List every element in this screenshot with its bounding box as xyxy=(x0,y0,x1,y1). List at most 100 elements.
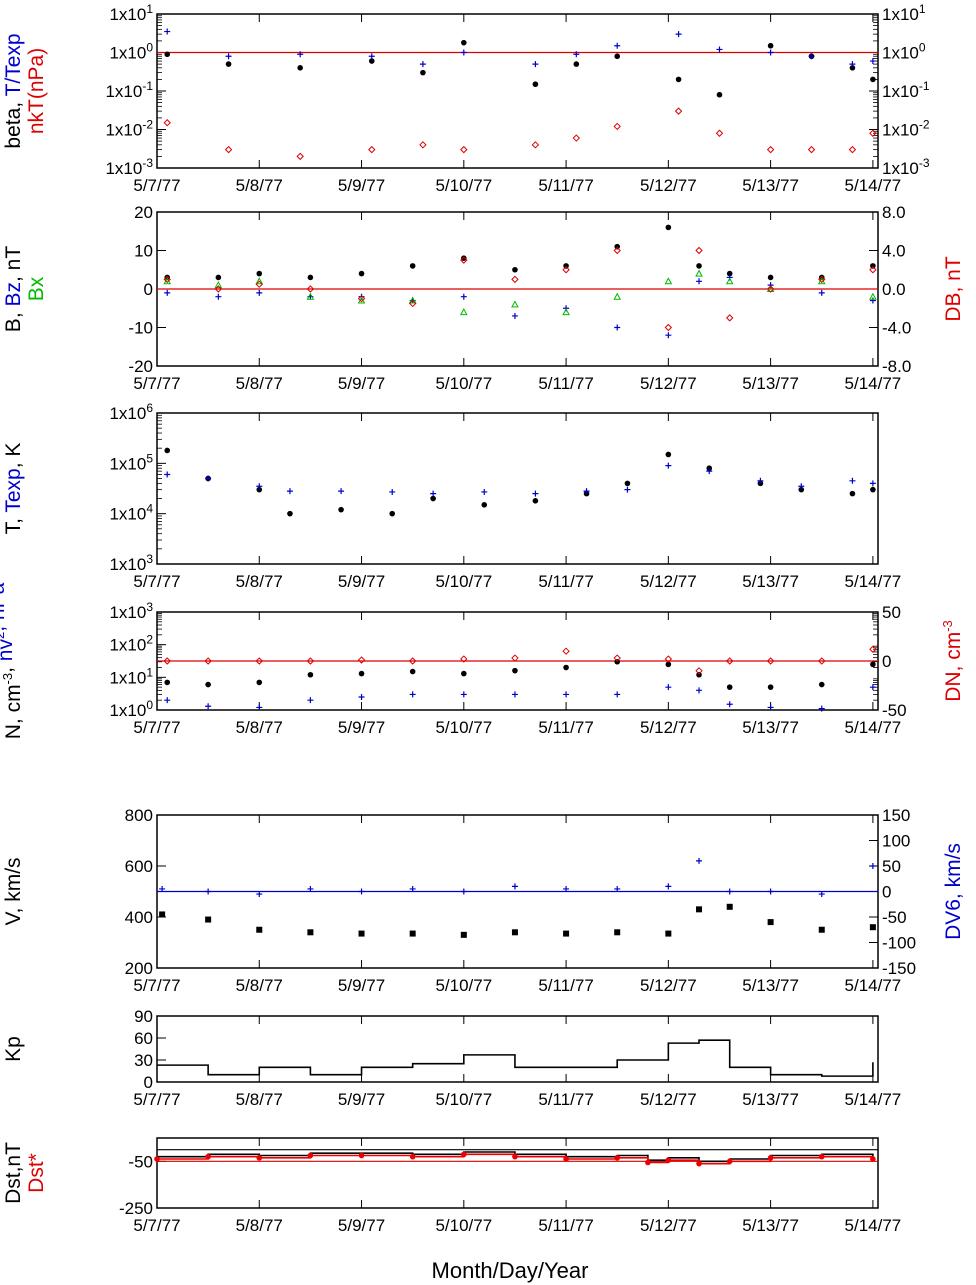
data-point xyxy=(818,289,825,296)
data-point xyxy=(614,324,621,331)
tick-exponent: 4 xyxy=(146,502,153,516)
data-point xyxy=(368,53,375,60)
tick-exponent: 0 xyxy=(146,41,153,55)
data-point xyxy=(256,270,263,277)
data-point xyxy=(255,657,263,665)
series-kp xyxy=(157,1039,874,1077)
data-point xyxy=(573,51,580,58)
data-point xyxy=(675,31,682,38)
x-tick-label: 5/13/77 xyxy=(742,374,799,393)
data-point xyxy=(532,61,539,68)
data-point xyxy=(164,471,171,478)
axis-label-part: T/Texp xyxy=(2,33,25,96)
y-tick-label: 0 xyxy=(144,1073,153,1092)
data-point xyxy=(818,926,825,933)
data-point xyxy=(408,296,417,304)
data-point xyxy=(664,323,673,332)
data-point xyxy=(665,224,672,231)
data-point xyxy=(613,246,621,255)
data-point xyxy=(511,275,519,284)
y2-tick-label: 1x10-3 xyxy=(882,156,930,178)
data-point xyxy=(163,119,171,127)
data-point xyxy=(665,930,672,937)
x-tick-label: 5/9/77 xyxy=(338,718,385,737)
axis-label-part: Texp xyxy=(2,468,25,512)
x-tick-label: 5/13/77 xyxy=(742,1216,799,1235)
x-tick-label: 5/8/77 xyxy=(236,976,283,995)
y-tick-label: 1x100 xyxy=(109,698,153,720)
data-point xyxy=(665,451,672,458)
y-tick-label: -50 xyxy=(128,1152,153,1171)
data-point xyxy=(358,670,365,677)
axis-label-part: , K xyxy=(2,443,25,469)
series-texp xyxy=(164,462,876,497)
data-point xyxy=(696,857,703,864)
panel-velocity: 800 600 400 200 150 100 50 0 -50 -100 -150 5/7/77 5/… xyxy=(2,806,965,995)
tick-exponent: -1 xyxy=(142,79,153,93)
axis-label-part: Dst* xyxy=(25,1153,48,1193)
x-tick-label: 5/9/77 xyxy=(338,976,385,995)
y-axis-label: T, Texp, K xyxy=(2,443,25,535)
data-point xyxy=(563,263,569,269)
y-axis-label-line2: Dst* xyxy=(25,1153,48,1193)
data-point xyxy=(164,679,171,686)
data-point xyxy=(766,285,775,293)
data-point xyxy=(163,275,171,284)
data-point xyxy=(665,684,672,691)
data-point xyxy=(205,475,212,482)
data-point xyxy=(306,285,315,293)
data-point xyxy=(297,51,304,58)
series-beta xyxy=(164,39,876,98)
data-point xyxy=(766,657,775,665)
data-point xyxy=(695,269,703,277)
data-point xyxy=(307,1152,314,1159)
axis-label-part: -3 xyxy=(940,620,955,632)
data-point xyxy=(205,703,212,710)
data-point xyxy=(696,906,703,913)
tick-exponent: 0 xyxy=(146,698,153,712)
data-point xyxy=(511,654,519,662)
data-point xyxy=(511,929,518,936)
data-point xyxy=(869,292,877,300)
data-point xyxy=(665,462,672,469)
data-point xyxy=(358,270,365,277)
x-tick-label: 5/11/77 xyxy=(538,176,593,195)
data-point xyxy=(766,145,775,154)
x-tick-label: 5/13/77 xyxy=(742,718,799,737)
data-point xyxy=(460,691,467,698)
x-tick-label: 5/11/77 xyxy=(538,976,593,995)
data-point xyxy=(767,49,774,56)
data-point xyxy=(481,488,488,495)
data-point xyxy=(696,671,702,678)
data-point xyxy=(563,691,570,698)
x-tick-label: 5/10/77 xyxy=(435,718,492,737)
data-point xyxy=(164,28,171,35)
data-point xyxy=(767,684,774,690)
x-tick-label: 5/10/77 xyxy=(435,374,492,393)
axis-label-part: , nT xyxy=(2,246,25,282)
data-point xyxy=(869,684,876,691)
data-point xyxy=(460,888,467,895)
x-tick-label: 5/12/77 xyxy=(640,1090,697,1109)
x-tick-label: 5/13/77 xyxy=(742,976,799,995)
x-tick-label: 5/8/77 xyxy=(236,1090,283,1109)
data-point xyxy=(645,1159,651,1166)
x-tick-label: 5/14/77 xyxy=(845,374,902,393)
data-point xyxy=(870,1156,876,1162)
data-point xyxy=(358,1152,365,1159)
axis-label-part: Bz xyxy=(2,282,25,307)
y-tick-label: 1x102 xyxy=(109,633,153,655)
axis-label-part: beta, xyxy=(2,96,25,148)
data-point xyxy=(205,888,212,895)
data-point xyxy=(624,486,631,493)
data-point xyxy=(224,145,233,154)
data-point xyxy=(767,42,774,49)
axis-label-part: Dst,nT xyxy=(2,1142,25,1204)
data-point xyxy=(531,141,540,149)
y-tick-label: 200 xyxy=(125,959,153,978)
y2-axis-label: DB, nT xyxy=(942,256,965,322)
data-point xyxy=(256,679,263,686)
axis-label-part: -3 xyxy=(0,673,15,685)
data-point xyxy=(767,888,774,895)
